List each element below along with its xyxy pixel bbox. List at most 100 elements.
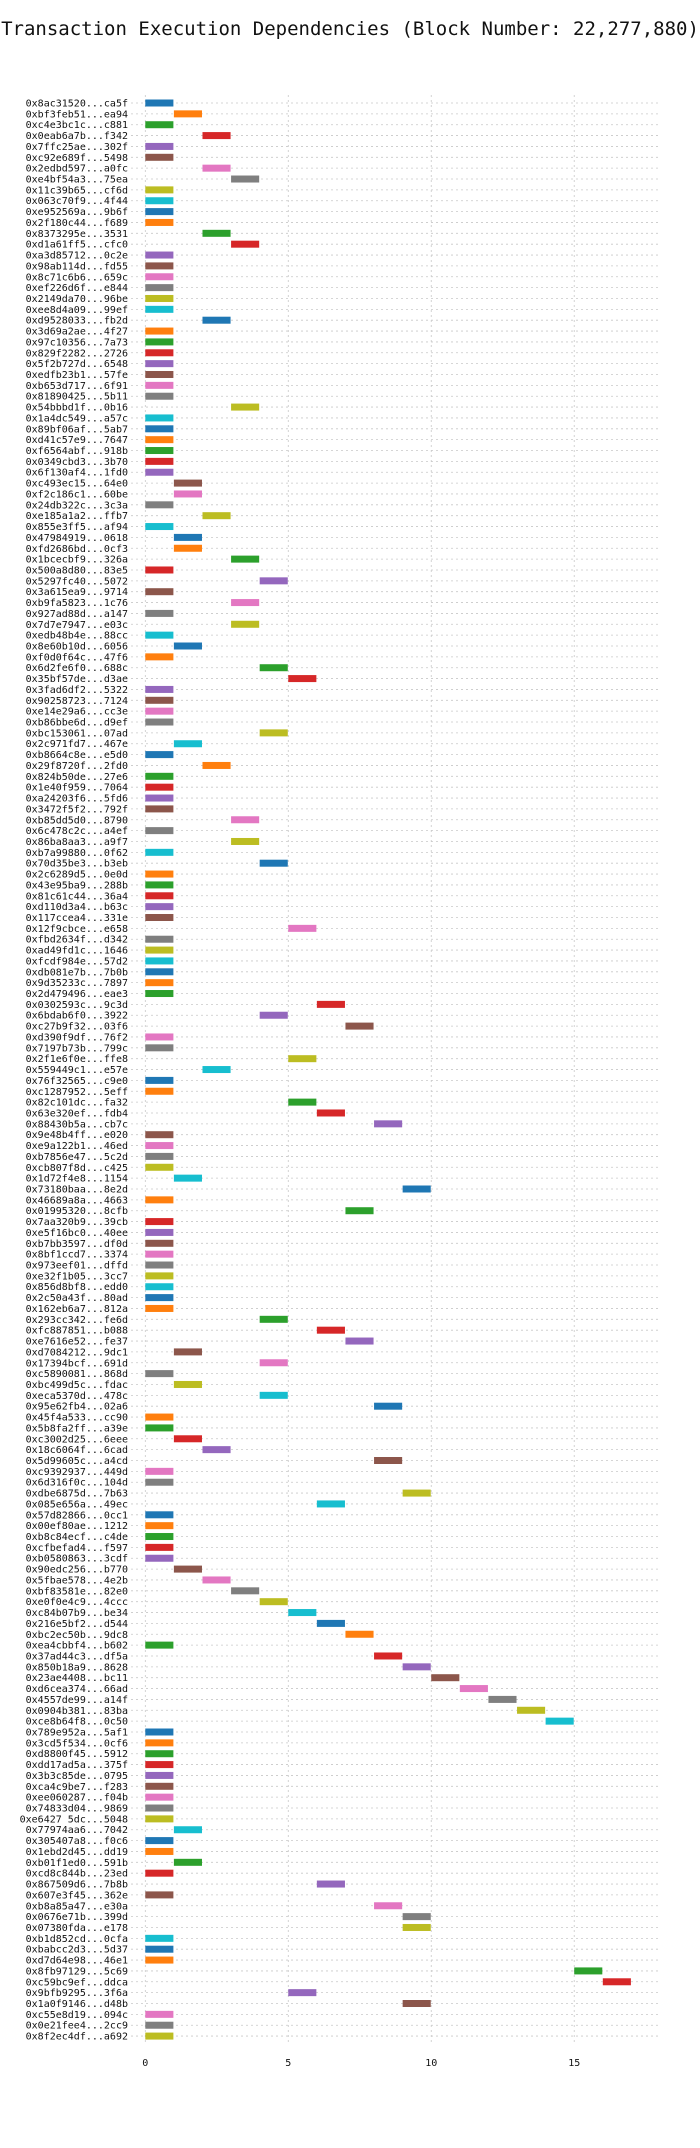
gantt-bar — [145, 327, 174, 335]
y-tick-label: 0x3fad6df2...5322 — [26, 685, 128, 696]
y-tick-label: 0x856d8bf8...edd0 — [26, 1282, 128, 1293]
y-tick-label: 0x07380fda...e178 — [26, 1923, 128, 1934]
gantt-bar — [145, 990, 174, 998]
y-tick-label: 0x01995320...8cfb — [26, 1206, 128, 1217]
y-tick-label: 0xf6564abf...918b — [26, 446, 128, 457]
gantt-bar — [202, 132, 231, 140]
y-tick-label: 0xe9a122b1...46ed — [26, 1141, 128, 1152]
y-tick-label: 0x5d99605c...a4cd — [26, 1456, 128, 1467]
gantt-bar — [145, 1283, 174, 1291]
gantt-bar — [145, 1272, 174, 1280]
gantt-bar — [145, 414, 174, 422]
gantt-bar — [259, 859, 288, 867]
y-tick-label: 0xd41c57e9...7647 — [26, 435, 128, 446]
gantt-bar — [431, 1674, 460, 1682]
y-tick-label: 0x9e48b4ff...e020 — [26, 1130, 128, 1141]
gantt-bar — [145, 892, 174, 900]
y-tick-label: 0x6d2fe6f0...688c — [26, 663, 128, 674]
gantt-bar — [316, 1000, 345, 1008]
gantt-bar — [145, 1728, 174, 1736]
gantt-bar — [202, 164, 231, 172]
gantt-bar — [173, 490, 202, 498]
gantt-bar — [202, 512, 231, 520]
gantt-bar — [145, 827, 174, 835]
y-tick-label: 0xc9392937...449d — [26, 1467, 128, 1478]
gantt-bar — [145, 284, 174, 292]
y-tick-label: 0x829f2282...2726 — [26, 348, 128, 359]
y-tick-label: 0xd7084212...9dc1 — [26, 1347, 128, 1358]
y-tick-label: 0xd1a61ff5...cfc0 — [26, 240, 128, 251]
y-tick-label: 0xe14e29a6...cc3e — [26, 707, 128, 718]
gantt-bar — [145, 1044, 174, 1052]
y-tick-label: 0xdbe6875d...7b63 — [26, 1489, 128, 1500]
y-tick-label: 0x86ba8aa3...a9f7 — [26, 837, 128, 848]
x-tick-label: 0 — [142, 2058, 148, 2069]
gantt-bar — [145, 979, 174, 987]
gantt-bar — [145, 142, 174, 150]
x-tick-label: 5 — [285, 2058, 291, 2069]
gantt-bar — [288, 675, 317, 683]
gantt-bar — [145, 1131, 174, 1139]
y-tick-label: 0xedb48b4e...88cc — [26, 631, 128, 642]
gantt-bar — [145, 707, 174, 715]
x-tick-labels: 0 5 10 15 — [142, 2058, 580, 2069]
y-tick-label: 0x2149da70...96be — [26, 294, 128, 305]
gantt-bar — [259, 729, 288, 737]
gantt-bar — [345, 1630, 374, 1638]
y-tick-label: 0xce8b64f8...0c50 — [26, 1717, 128, 1728]
gantt-bar — [145, 1370, 174, 1378]
gantt-bar — [374, 1402, 403, 1410]
gantt-bar — [145, 1076, 174, 1084]
gantt-bar — [145, 360, 174, 368]
y-tick-label: 0x1ebd2d45...dd19 — [26, 1847, 128, 1858]
gantt-bar — [145, 696, 174, 704]
y-tick-label: 0x3472f5f2...792f — [26, 804, 128, 815]
y-tick-label: 0x607e3f45...362e — [26, 1890, 128, 1901]
y-tick-label: 0xa3d85712...0c2e — [26, 251, 128, 262]
gantt-bar — [602, 1978, 631, 1986]
gantt-bar — [145, 1478, 174, 1486]
y-tick-label: 0xb8664c8e...e5d0 — [26, 750, 128, 761]
gantt-bar — [145, 273, 174, 281]
y-tick-label: 0x35bf57de...d3ae — [26, 674, 128, 685]
gantt-bar — [145, 294, 174, 302]
gantt-bar — [173, 1174, 202, 1182]
gantt-bar — [145, 349, 174, 357]
gantt-bar — [145, 447, 174, 455]
gantt-bar — [259, 1359, 288, 1367]
y-tick-labels: 0x8ac31520...ca5f0xbf3feb51...ea940xc4e3… — [20, 99, 128, 2043]
y-tick-label: 0xef226d6f...e844 — [26, 283, 128, 294]
y-tick-label: 0x6d316f0c...104d — [26, 1478, 128, 1489]
y-tick-label: 0xca4c9be7...f283 — [26, 1782, 128, 1793]
y-tick-label: 0xdb081e7b...7b0b — [26, 967, 128, 978]
gantt-bar — [145, 1847, 174, 1855]
y-tick-label: 0xfd2686bd...0cf3 — [26, 544, 128, 555]
gantt-bar — [173, 642, 202, 650]
y-tick-label: 0x973eef01...dffd — [26, 1261, 128, 1272]
y-tick-label: 0xc55e8d19...094c — [26, 2010, 128, 2021]
gantt-bar — [145, 392, 174, 400]
gantt-bar — [145, 1511, 174, 1519]
gantt-bar — [145, 2021, 174, 2029]
gantt-bar — [145, 566, 174, 574]
gantt-bar — [145, 1239, 174, 1247]
gantt-bar — [173, 1435, 202, 1443]
gantt-bar — [345, 1022, 374, 1030]
gantt-bar — [145, 305, 174, 313]
gantt-bar — [145, 935, 174, 943]
gantt-bar — [402, 1923, 431, 1931]
y-tick-label: 0x8f2ec4df...a692 — [26, 2032, 128, 2043]
gantt-bar — [231, 837, 260, 845]
y-tick-label: 0x7d7e7947...e03c — [26, 620, 128, 631]
y-tick-label: 0x8e60b10d...6056 — [26, 642, 128, 653]
gantt-bar — [145, 685, 174, 693]
y-tick-label: 0xa24203f6...5fd6 — [26, 794, 128, 805]
y-tick-label: 0x17394bcf...691d — [26, 1358, 128, 1369]
gantt-bar — [202, 1576, 231, 1584]
y-tick-label: 0x1bcecbf9...326a — [26, 555, 128, 566]
y-tick-label: 0x73180baa...8e2d — [26, 1185, 128, 1196]
gantt-bar — [145, 783, 174, 791]
gantt-bar — [288, 1098, 317, 1106]
y-tick-label: 0x3a615ea9...9714 — [26, 587, 128, 598]
